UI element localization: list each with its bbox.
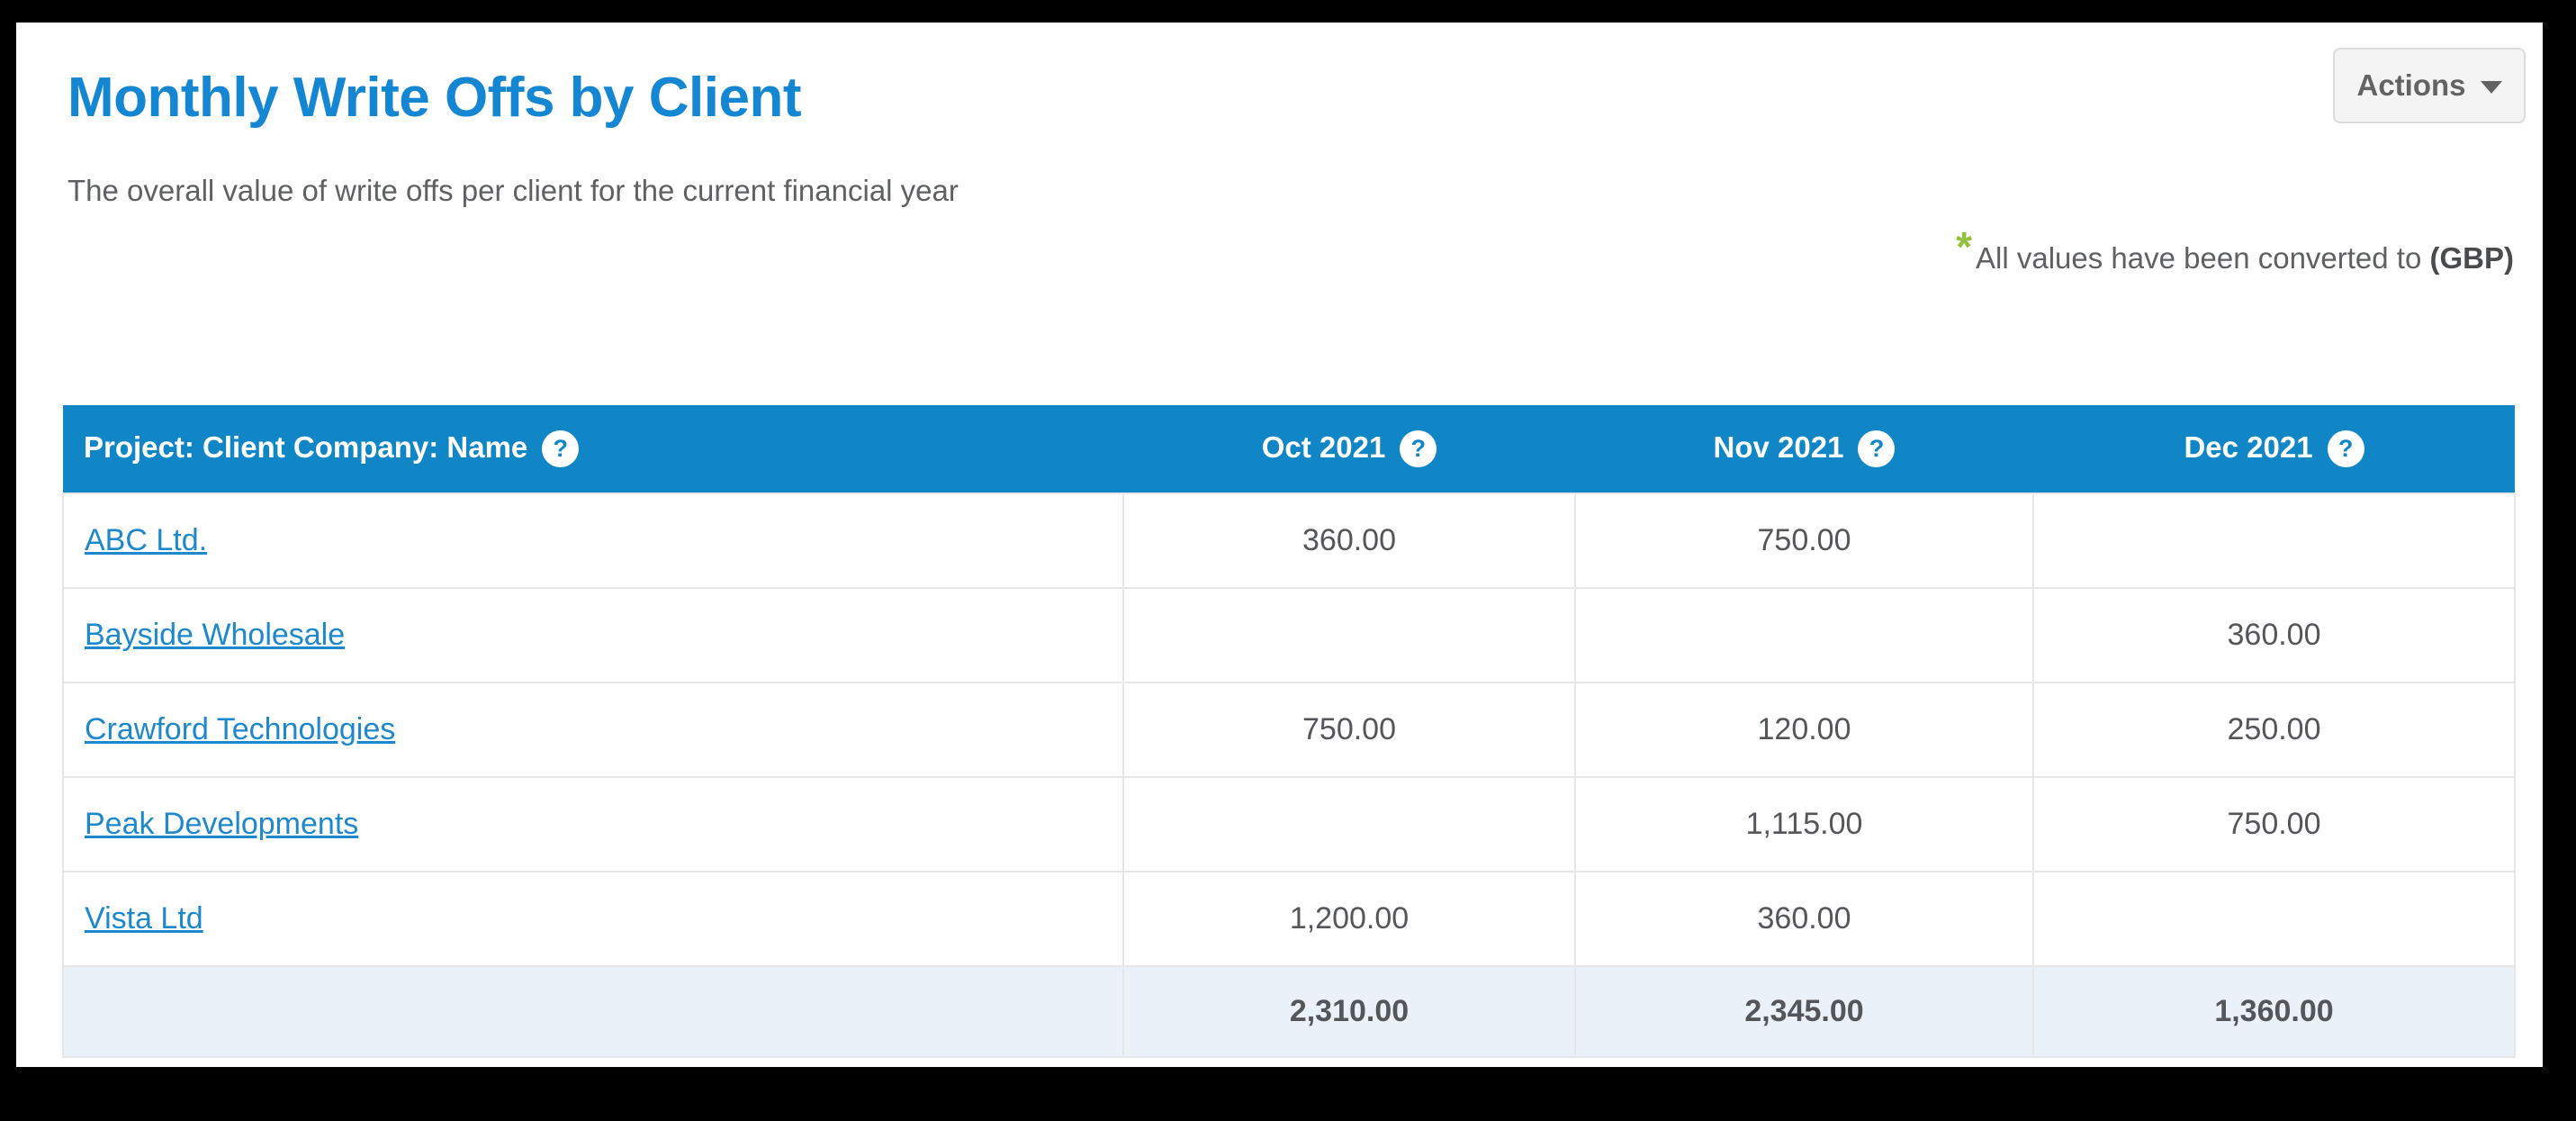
value-cell: 360.00 xyxy=(2032,587,2516,683)
column-header-dec-2021-label: Dec 2021 xyxy=(2184,429,2313,464)
column-header-client-name: Project: Client Company: Name? xyxy=(63,405,1123,493)
actions-button[interactable]: Actions xyxy=(2333,48,2526,123)
client-name-cell: Crawford Technologies xyxy=(62,682,1124,778)
table-row: Bayside Wholesale 360.00 xyxy=(62,587,2516,683)
report-card: Monthly Write Offs by Client The overall… xyxy=(16,23,2543,1067)
total-cell: 1,360.00 xyxy=(2032,965,2516,1058)
value-cell xyxy=(1122,587,1576,683)
client-link[interactable]: Bayside Wholesale xyxy=(85,618,346,652)
value-cell: 1,115.00 xyxy=(1574,776,2034,872)
client-link[interactable]: Vista Ltd xyxy=(85,901,203,936)
value-cell: 120.00 xyxy=(1574,682,2034,778)
value-cell: 750.00 xyxy=(1122,682,1576,778)
column-header-oct-2021-label: Oct 2021 xyxy=(1261,429,1386,464)
table-row: Peak Developments 1,115.00 750.00 xyxy=(62,776,2516,872)
help-icon[interactable]: ? xyxy=(542,430,580,468)
value-cell: 360.00 xyxy=(1122,493,1576,589)
value-cell: 750.00 xyxy=(1574,493,2034,589)
currency-note: * All values have been converted to (GBP) xyxy=(1956,222,2514,276)
totals-empty-cell xyxy=(62,965,1124,1058)
client-name-cell: Peak Developments xyxy=(62,776,1124,872)
client-name-cell: Bayside Wholesale xyxy=(62,587,1124,683)
page-title: Monthly Write Offs by Client xyxy=(68,67,801,129)
column-header-client-name-label: Project: Client Company: Name xyxy=(84,429,528,464)
column-header-nov-2021-label: Nov 2021 xyxy=(1713,429,1844,464)
value-cell: 360.00 xyxy=(1574,871,2034,967)
header-row: Project: Client Company: Name? Oct 2021?… xyxy=(63,405,2515,493)
column-header-nov-2021: Nov 2021? xyxy=(1575,405,2033,493)
client-link[interactable]: Crawford Technologies xyxy=(85,712,396,746)
table-row: Crawford Technologies 750.00 120.00 250.… xyxy=(62,682,2516,778)
client-link[interactable]: Peak Developments xyxy=(85,807,359,841)
help-icon[interactable]: ? xyxy=(1400,430,1437,468)
currency-note-text: All values have been converted to xyxy=(1976,241,2422,275)
totals-row: 2,310.00 2,345.00 1,360.00 xyxy=(62,965,2516,1058)
table-row: Vista Ltd 1,200.00 360.00 xyxy=(62,871,2516,967)
client-name-cell: Vista Ltd xyxy=(62,871,1124,967)
total-cell: 2,345.00 xyxy=(1574,965,2034,1058)
value-cell xyxy=(1122,776,1576,872)
page-subtitle: The overall value of write offs per clie… xyxy=(68,174,959,207)
total-cell: 2,310.00 xyxy=(1122,965,1576,1058)
column-header-oct-2021: Oct 2021? xyxy=(1123,405,1575,493)
value-cell xyxy=(2032,493,2516,589)
currency-note-code: (GBP) xyxy=(2429,241,2515,275)
client-link[interactable]: ABC Ltd. xyxy=(85,523,208,557)
column-header-dec-2021: Dec 2021? xyxy=(2033,405,2515,493)
value-cell: 750.00 xyxy=(2032,776,2516,872)
client-name-cell: ABC Ltd. xyxy=(62,493,1124,589)
actions-button-label: Actions xyxy=(2356,68,2466,102)
value-cell xyxy=(2032,871,2516,967)
help-icon[interactable]: ? xyxy=(2327,430,2364,468)
write-offs-table: Project: Client Company: Name? Oct 2021?… xyxy=(62,405,2516,1058)
asterisk-icon: * xyxy=(1956,223,1972,270)
value-cell xyxy=(1574,587,2034,683)
table-row: ABC Ltd. 360.00 750.00 xyxy=(62,493,2516,589)
value-cell: 1,200.00 xyxy=(1122,871,1576,967)
help-icon[interactable]: ? xyxy=(1858,430,1896,468)
caret-down-icon xyxy=(2480,81,2502,94)
value-cell: 250.00 xyxy=(2032,682,2516,778)
